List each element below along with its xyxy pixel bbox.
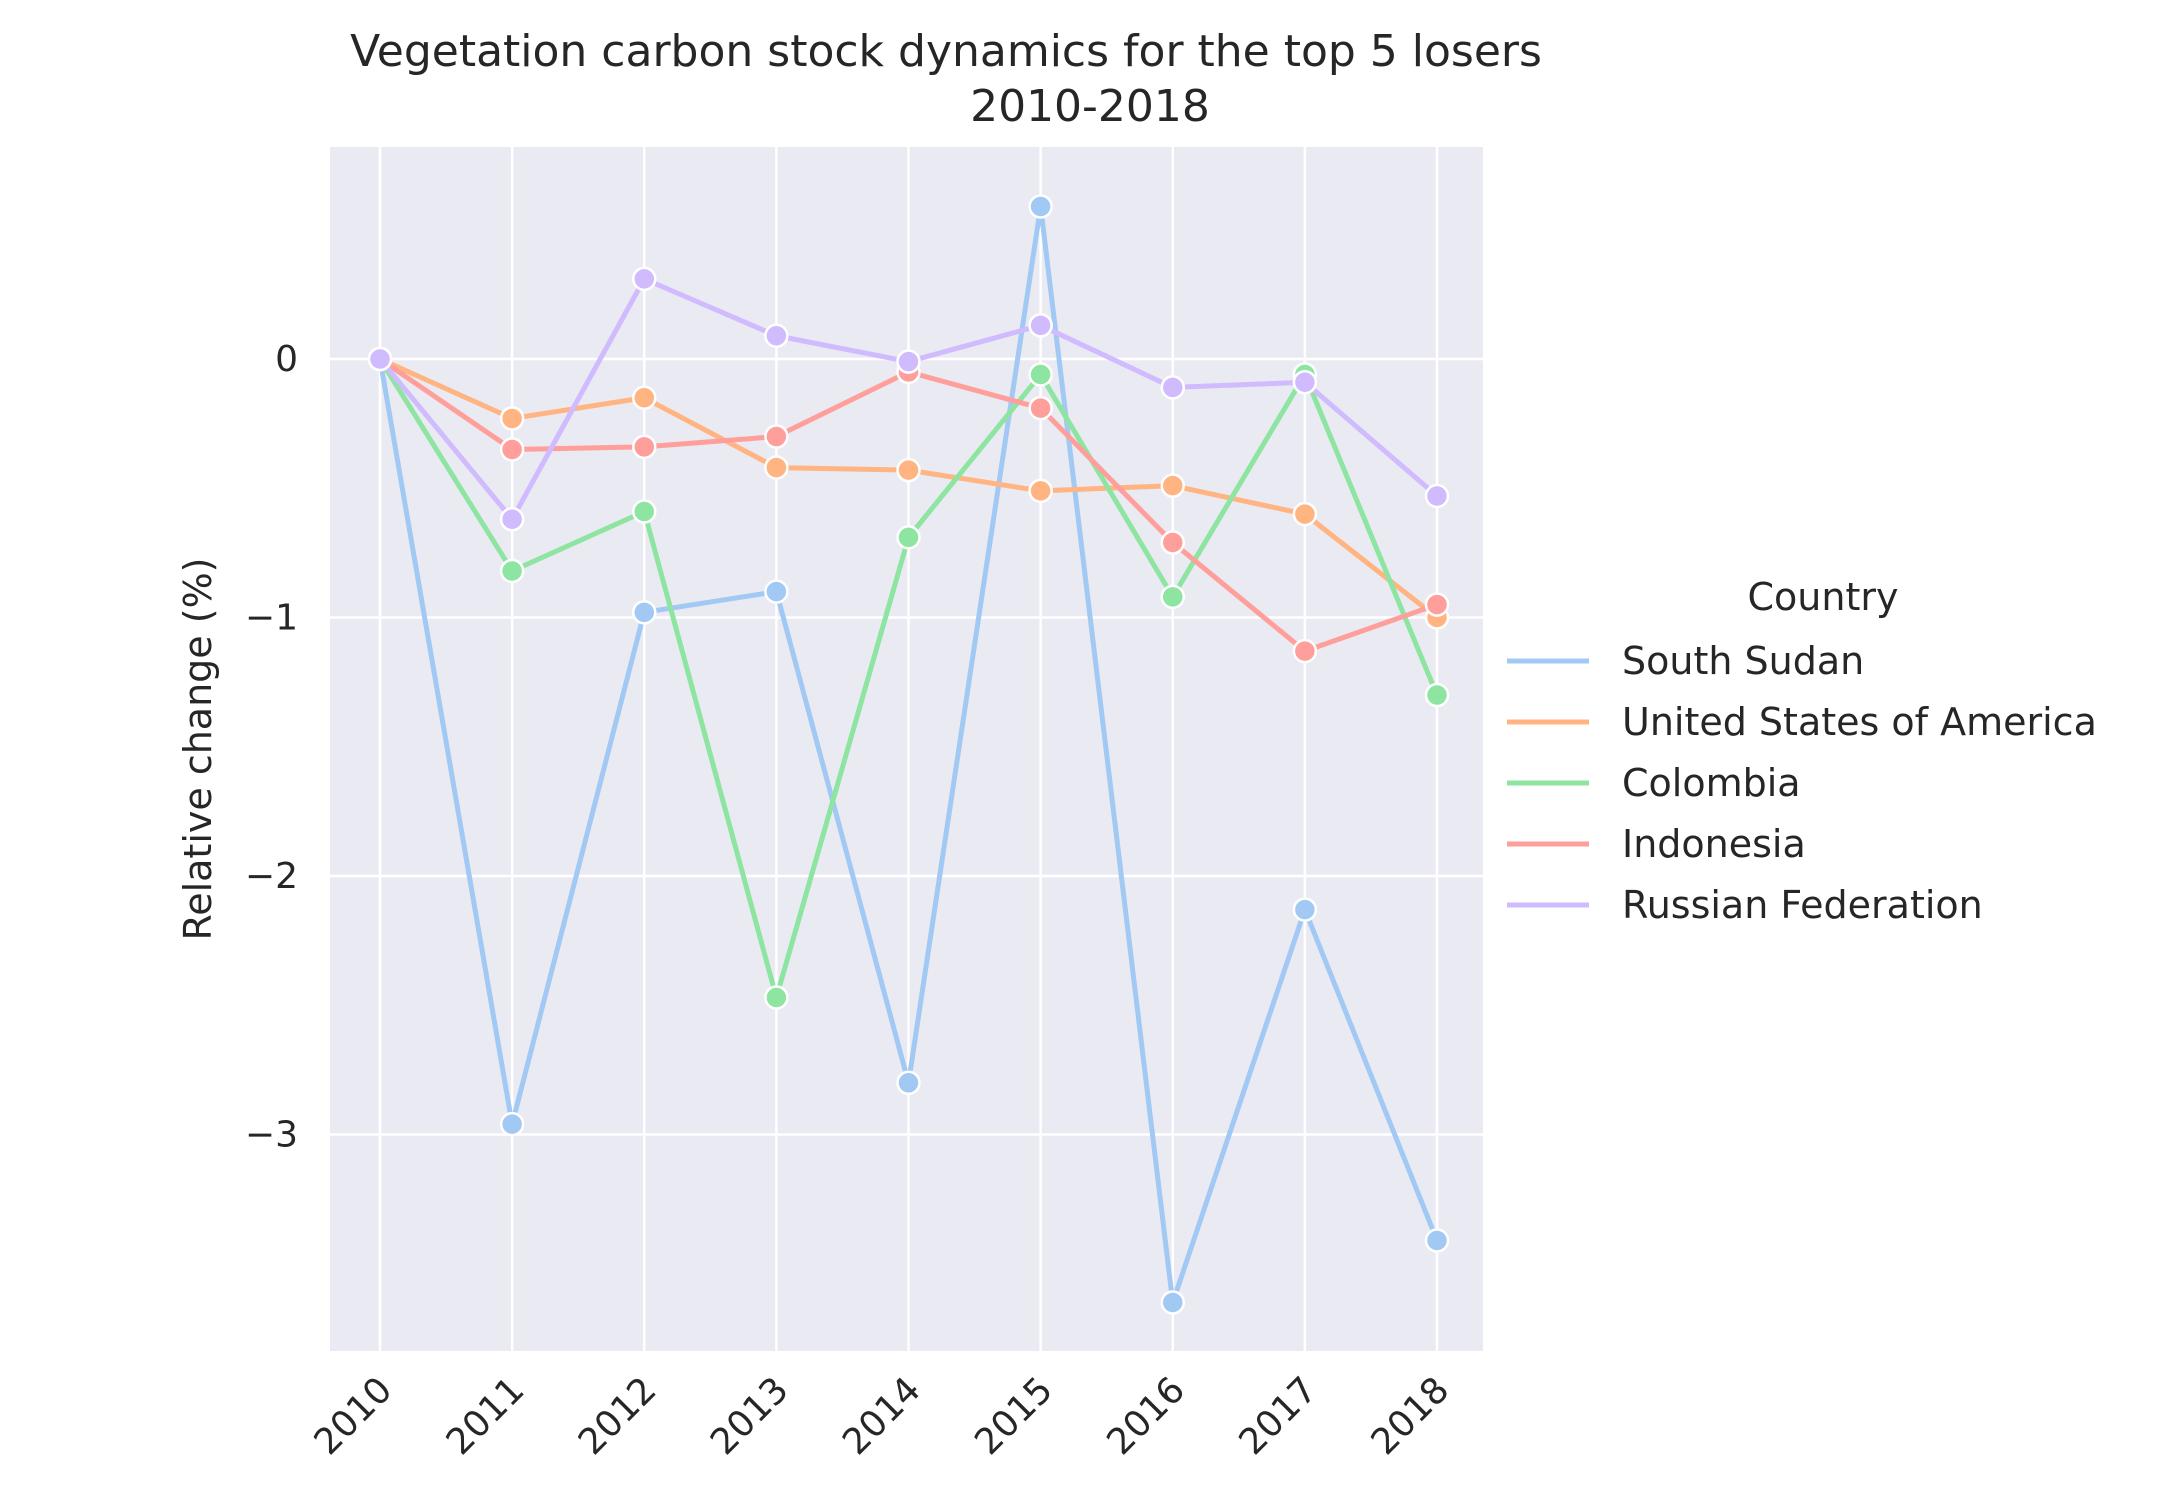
x-tick-label: 2013 — [703, 1369, 797, 1463]
data-point-russian-federation-2017 — [1292, 370, 1318, 395]
data-point-united-states-of-america-2014 — [896, 457, 921, 483]
data-point-south-sudan-2012 — [632, 600, 657, 625]
data-point-indonesia-2013 — [764, 424, 789, 449]
y-tick-label: −3 — [245, 1115, 298, 1156]
data-point-south-sudan-2017 — [1292, 897, 1318, 922]
data-point-south-sudan-2011 — [499, 1111, 525, 1137]
data-point-colombia-2012 — [632, 499, 657, 524]
y-tick-label: −1 — [245, 598, 298, 639]
data-point-united-states-of-america-2015 — [1028, 478, 1053, 504]
y-tick-label: 0 — [275, 339, 298, 380]
data-point-indonesia-2011 — [499, 437, 525, 462]
points-russian-federation — [367, 266, 1450, 532]
data-point-colombia-2016 — [1160, 584, 1185, 610]
data-point-colombia-2018 — [1424, 682, 1450, 708]
data-point-united-states-of-america-2016 — [1160, 473, 1185, 498]
data-point-united-states-of-america-2017 — [1292, 501, 1318, 527]
legend-label-colombia: Colombia — [1622, 761, 1801, 805]
data-point-russian-federation-2010 — [367, 346, 393, 372]
data-point-indonesia-2012 — [632, 434, 657, 460]
data-point-russian-federation-2011 — [499, 507, 525, 532]
data-point-russian-federation-2016 — [1160, 375, 1185, 400]
data-point-south-sudan-2016 — [1160, 1290, 1185, 1315]
legend-label-united-states-of-america: United States of America — [1622, 700, 2097, 744]
data-point-indonesia-2015 — [1028, 395, 1053, 421]
data-point-colombia-2014 — [896, 525, 921, 550]
data-point-indonesia-2017 — [1292, 638, 1318, 664]
chart-subtitle: 2010-2018 — [970, 81, 1210, 132]
x-tick-label: 2011 — [439, 1369, 533, 1463]
x-tick-label: 2018 — [1364, 1369, 1458, 1463]
data-point-united-states-of-america-2011 — [499, 406, 525, 431]
x-tick-label: 2014 — [835, 1369, 929, 1463]
y-tick-label: −2 — [245, 856, 298, 897]
data-point-colombia-2015 — [1028, 362, 1053, 387]
plot-area — [330, 147, 1483, 1351]
legend-label-russian-federation: Russian Federation — [1622, 883, 1983, 927]
legend: Country South Sudan United States of Amer… — [1507, 575, 2097, 927]
data-point-colombia-2013 — [764, 985, 789, 1010]
data-point-russian-federation-2012 — [632, 266, 657, 292]
x-tick-label: 2010 — [307, 1369, 401, 1463]
legend-title: Country — [1748, 575, 1899, 619]
grid — [330, 147, 1483, 1351]
data-point-russian-federation-2018 — [1424, 483, 1450, 509]
data-point-russian-federation-2013 — [764, 323, 789, 348]
data-point-south-sudan-2013 — [764, 579, 789, 604]
legend-label-indonesia: Indonesia — [1622, 822, 1806, 866]
data-point-indonesia-2018 — [1424, 592, 1450, 617]
x-tick-label: 2017 — [1231, 1369, 1325, 1463]
data-point-south-sudan-2014 — [896, 1070, 921, 1096]
data-point-russian-federation-2015 — [1028, 313, 1053, 338]
x-tick-label: 2012 — [571, 1369, 665, 1463]
data-point-united-states-of-america-2013 — [764, 455, 789, 480]
x-tick-label: 2015 — [967, 1369, 1061, 1463]
chart-title: Vegetation carbon stock dynamics for the… — [350, 26, 1542, 77]
data-point-russian-federation-2014 — [896, 349, 921, 374]
data-point-south-sudan-2015 — [1028, 194, 1053, 219]
x-tick-label: 2016 — [1099, 1369, 1193, 1463]
y-axis-label: Relative change (%) — [176, 557, 220, 940]
series-layer — [367, 194, 1450, 1315]
legend-label-south-sudan: South Sudan — [1622, 639, 1864, 683]
data-point-south-sudan-2018 — [1424, 1228, 1450, 1253]
data-point-indonesia-2016 — [1160, 530, 1185, 555]
data-point-colombia-2011 — [499, 558, 525, 584]
points-south-sudan — [367, 194, 1450, 1315]
data-point-united-states-of-america-2012 — [632, 385, 657, 411]
